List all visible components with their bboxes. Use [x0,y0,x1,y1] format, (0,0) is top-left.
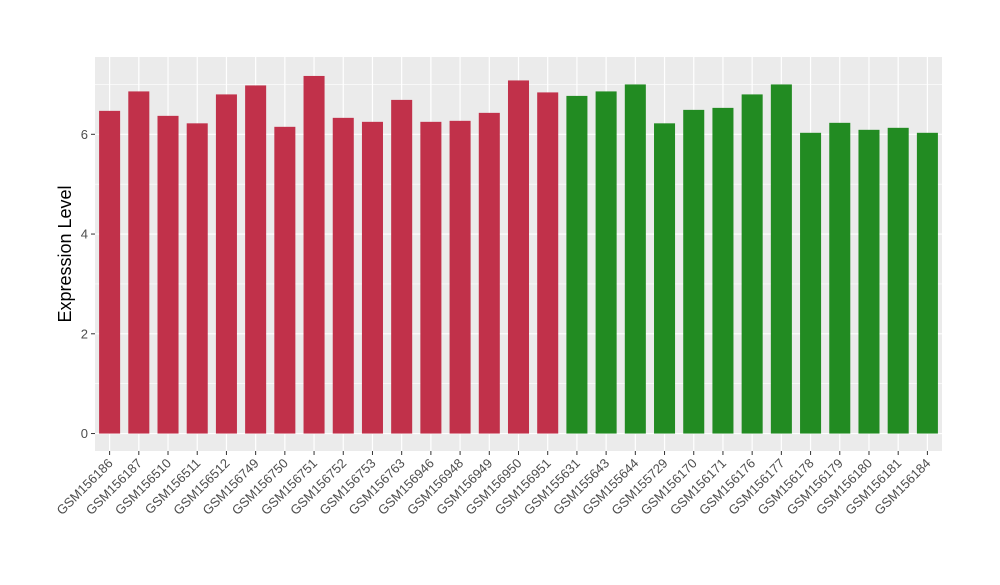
y-tick-label: 2 [81,326,88,341]
y-axis: 0 2 4 6 [81,127,95,441]
bar-GSM156186 [99,110,121,434]
bar-GSM156753 [361,121,383,434]
bar-GSM156180 [858,129,880,434]
y-tick-label: 6 [81,127,88,142]
bar-GSM155729 [654,123,676,434]
bar-GSM156951 [537,92,559,434]
bar-GSM156752 [332,117,354,434]
bar-GSM156171 [712,107,734,434]
bar-GSM156177 [770,84,792,434]
bar-GSM156179 [829,122,851,434]
bar-GSM156181 [887,127,909,434]
bar-GSM156511 [186,123,208,434]
bars [99,75,938,434]
x-axis: GSM156186GSM156187GSM156510GSM156511GSM1… [53,451,934,518]
bar-GSM156187 [128,91,150,434]
bar-GSM156170 [683,109,705,434]
bar-GSM156948 [449,120,471,434]
bar-GSM156512 [215,94,237,434]
bar-GSM156950 [507,80,530,434]
y-tick-label: 0 [81,426,88,441]
bar-GSM156510 [157,115,179,434]
bar-GSM156176 [741,94,763,434]
bar-GSM155631 [566,95,588,434]
bar-GSM156751 [303,75,325,434]
y-tick-label: 4 [81,227,88,242]
bar-GSM156763 [391,99,413,434]
bar-GSM156750 [274,126,296,434]
bar-GSM156178 [800,132,822,434]
bar-GSM155643 [595,91,617,434]
y-axis-label: Expression Level [55,185,75,322]
bar-GSM156749 [245,85,267,434]
bar-GSM156946 [420,121,442,434]
bar-GSM155644 [624,84,646,434]
bar-GSM156184 [916,132,938,434]
bar-GSM156949 [478,112,500,434]
